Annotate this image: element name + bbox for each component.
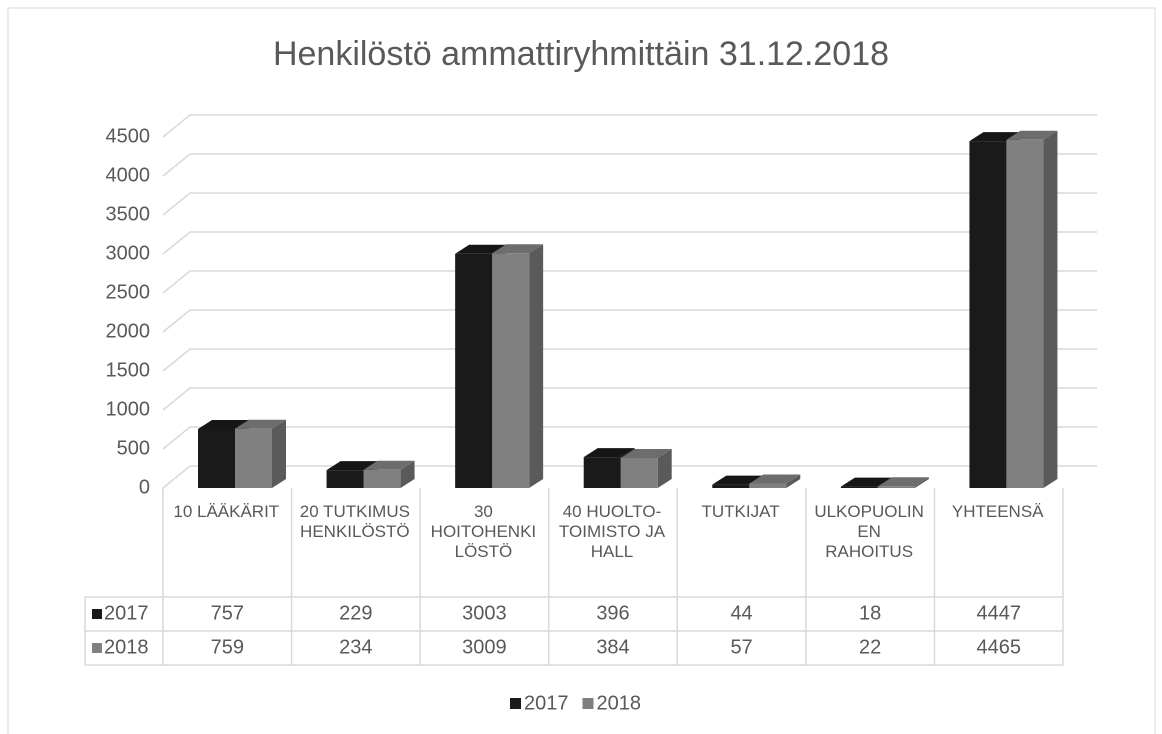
table-row-label: 2017 <box>104 602 149 624</box>
table-value: 3009 <box>462 636 507 658</box>
bar <box>877 477 929 488</box>
bar <box>363 460 415 488</box>
grid-line <box>162 387 1097 411</box>
y-tick-label: 1000 <box>106 398 151 420</box>
y-tick-label: 1500 <box>106 359 151 381</box>
grid-line <box>162 192 1097 216</box>
grid-line <box>162 114 1097 138</box>
bar-face <box>749 483 787 488</box>
table-value: 396 <box>596 602 629 624</box>
y-tick-label: 0 <box>139 476 150 498</box>
bar-face <box>1006 139 1044 489</box>
bar <box>235 419 286 488</box>
table-row-label: 2018 <box>104 636 149 658</box>
table-legend-key <box>92 609 102 619</box>
bar-face <box>326 461 378 471</box>
chart-title: Henkilöstö ammattiryhmittäin 31.12.2018 <box>273 35 889 73</box>
bar-face <box>400 460 415 488</box>
bar-face <box>786 474 801 488</box>
bar <box>749 474 801 488</box>
bar-face <box>363 460 415 470</box>
grid-line <box>162 348 1097 372</box>
table-value: 4447 <box>976 602 1021 624</box>
bar-face <box>272 419 286 488</box>
grid-line <box>162 153 1097 177</box>
bar-face <box>326 470 364 488</box>
bar-face <box>969 141 1007 488</box>
grid-line <box>162 270 1097 294</box>
grid-line <box>162 426 1097 450</box>
table-value: 4465 <box>976 636 1021 658</box>
bar-face <box>235 428 272 488</box>
category-label: TUTKIJAT <box>701 502 780 521</box>
y-tick-label: 2500 <box>106 281 151 303</box>
y-tick-label: 2000 <box>106 320 151 342</box>
bar-face <box>877 486 915 488</box>
bar-face <box>840 486 878 488</box>
bar-face <box>620 458 658 488</box>
grid-line <box>162 231 1097 255</box>
table-value: 757 <box>211 602 244 624</box>
bar-face <box>1006 130 1058 140</box>
bar-face <box>583 448 635 458</box>
y-tick-label: 500 <box>117 437 150 459</box>
y-tick-label: 3500 <box>106 203 151 225</box>
bar-face <box>529 244 544 488</box>
table-value: 18 <box>859 602 881 624</box>
table-value: 384 <box>596 636 629 658</box>
category-label: YHTEENSÄ <box>951 502 1044 521</box>
bar-face <box>914 477 929 488</box>
bar-face <box>749 474 801 484</box>
bar-face <box>1043 130 1058 489</box>
table-value: 759 <box>211 636 244 658</box>
bar-face <box>492 244 544 254</box>
bar-face <box>712 484 750 488</box>
bar <box>620 449 672 488</box>
legend-key <box>510 698 521 709</box>
bar-face <box>492 253 530 488</box>
bar <box>1006 130 1058 489</box>
grid-line <box>162 309 1097 333</box>
bar-face <box>235 419 286 429</box>
legend-label: 2018 <box>597 692 642 714</box>
bar-face <box>455 244 507 254</box>
bar-face <box>712 475 764 485</box>
category-label: 30 HOITOHENKILÖSTÖ <box>430 502 537 561</box>
bar-face <box>840 477 892 487</box>
table-value: 57 <box>730 636 752 658</box>
bar-face <box>657 449 672 488</box>
bar-face <box>455 253 493 488</box>
bar-face <box>877 477 929 487</box>
y-tick-label: 4000 <box>106 164 151 186</box>
table-legend-key <box>92 643 102 653</box>
category-label: ULKOPUOLINEN RAHOITUS <box>814 502 924 561</box>
bar-face <box>198 419 249 429</box>
table-value: 3003 <box>462 602 507 624</box>
bar-face <box>198 428 235 488</box>
table-value: 229 <box>339 602 372 624</box>
table-value: 234 <box>339 636 372 658</box>
bar-face <box>620 449 672 459</box>
category-label: 40 HUOLTO-TOIMISTO JA HALL <box>558 502 666 561</box>
grid-line <box>162 465 1097 489</box>
legend-label: 2017 <box>524 692 569 714</box>
y-tick-label: 4500 <box>106 125 151 147</box>
category-label: 10 LÄÄKÄRIT <box>173 502 280 521</box>
table-value: 44 <box>730 602 752 624</box>
y-tick-label: 3000 <box>106 242 151 264</box>
bar-face <box>583 457 621 488</box>
table-value: 22 <box>859 636 881 658</box>
bar-face <box>363 469 401 488</box>
legend-key <box>582 698 594 709</box>
chart-border <box>7 7 1156 734</box>
bar <box>492 244 544 488</box>
bar-face <box>969 132 1021 142</box>
category-label: 20 TUTKIMUS HENKILÖSTÖ <box>299 502 410 541</box>
